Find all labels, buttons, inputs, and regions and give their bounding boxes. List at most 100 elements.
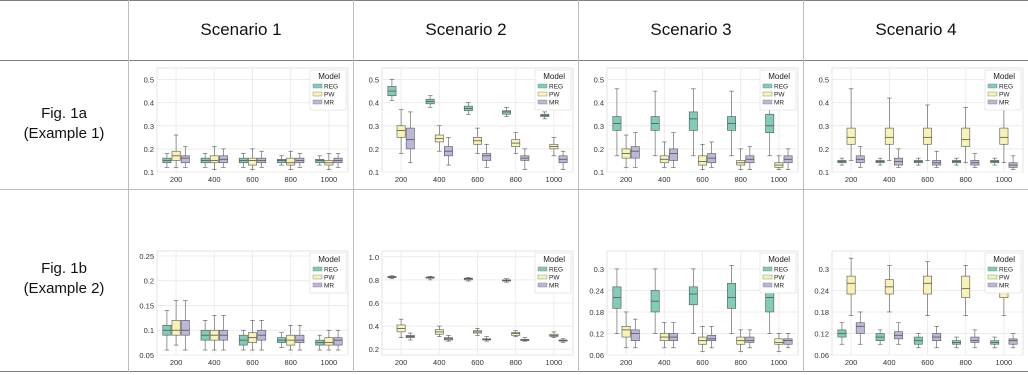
y-tick-label: 0.5 <box>369 76 379 85</box>
y-tick-label: 0.06 <box>589 351 604 360</box>
y-tick-label: 0.4 <box>369 322 379 331</box>
box-iqr <box>783 338 793 345</box>
legend-swatch <box>762 266 773 272</box>
box-pw-600 <box>923 261 932 316</box>
y-tick-label: 0.2 <box>144 277 154 286</box>
legend-label: MR <box>549 283 559 290</box>
y-tick-label: 0.3 <box>144 122 154 131</box>
box-mr-200 <box>180 300 190 351</box>
box-reg-600 <box>238 329 248 351</box>
x-tick-label: 400 <box>208 358 221 367</box>
box-mr-1000 <box>1008 155 1018 170</box>
box-iqr <box>846 275 856 295</box>
box-pw-800 <box>511 330 521 337</box>
x-tick-label: 400 <box>883 358 896 367</box>
y-tick-label: 0.4 <box>594 99 604 108</box>
col-divider <box>803 0 804 372</box>
box-pw-400 <box>434 125 444 152</box>
x-tick-label: 600 <box>696 358 709 367</box>
box-iqr <box>707 334 717 341</box>
legend-title: Model <box>993 255 1015 264</box>
box-reg-1000 <box>315 334 325 351</box>
y-tick-label: 0.5 <box>594 76 604 85</box>
y-tick-label: 0.3 <box>819 122 829 131</box>
box-reg-400 <box>200 153 210 168</box>
y-tick-label: 0.12 <box>814 329 829 338</box>
box-pw-800 <box>736 329 746 352</box>
box-pw-600 <box>698 143 707 170</box>
legend-label: PW <box>774 275 785 282</box>
box-mr-200 <box>180 146 190 168</box>
legend-title: Model <box>543 255 565 264</box>
box-reg-800 <box>502 106 511 117</box>
box-pw-400 <box>209 315 219 351</box>
x-tick-label: 800 <box>959 175 972 184</box>
box-reg-200 <box>612 268 622 334</box>
y-tick-label: 0.1 <box>369 168 379 177</box>
y-tick-label: 0.15 <box>139 301 154 310</box>
box-mr-400 <box>894 322 903 345</box>
box-iqr <box>248 157 257 166</box>
x-tick-label: 400 <box>658 175 671 184</box>
box-pw-400 <box>434 325 444 337</box>
x-tick-label: 1000 <box>996 175 1013 184</box>
box-mr-600 <box>707 326 717 349</box>
legend-title: Model <box>768 72 790 81</box>
box-pw-1000 <box>549 331 559 338</box>
box-reg-600 <box>238 153 248 168</box>
x-tick-label: 200 <box>845 358 858 367</box>
box-mr-600 <box>932 150 942 168</box>
box-reg-600 <box>463 102 473 115</box>
x-tick-label: 800 <box>734 175 747 184</box>
box-mr-1000 <box>333 153 343 168</box>
column-header-scenario-2: Scenario 2 <box>425 20 507 39</box>
x-tick-label: 200 <box>170 358 183 367</box>
y-tick-label: 0.5 <box>144 76 154 85</box>
box-pw-600 <box>248 320 257 351</box>
x-tick-label: 1000 <box>321 358 338 367</box>
box-iqr <box>180 320 190 336</box>
box-iqr <box>961 127 971 147</box>
box-reg-400 <box>425 95 435 108</box>
box-pw-400 <box>659 141 669 168</box>
col-divider <box>128 0 129 372</box>
legend-label: PW <box>324 275 335 282</box>
legend-title: Model <box>993 72 1015 81</box>
box-reg-800 <box>277 155 286 166</box>
x-tick-label: 200 <box>620 175 633 184</box>
box-reg-800 <box>277 332 286 348</box>
box-pw-800 <box>961 265 971 316</box>
box-iqr <box>630 329 640 341</box>
y-tick-label: 0.18 <box>589 308 604 317</box>
legend-swatch <box>762 83 773 89</box>
box-pw-400 <box>659 322 669 349</box>
x-tick-label: 800 <box>284 175 297 184</box>
box-pw-1000 <box>324 329 334 351</box>
boxplot-panel-fig1a-s4: 0.1 0.2 0.3 0.4 0.5 200 400 600 800 1000 Model REGP… <box>819 67 1024 184</box>
legend-label: PW <box>549 275 560 282</box>
x-tick-label: 1000 <box>546 358 563 367</box>
x-tick-label: 600 <box>471 175 484 184</box>
legend-swatch <box>987 99 998 105</box>
box-iqr <box>277 158 286 164</box>
legend-swatch <box>762 282 773 288</box>
box-pw-600 <box>698 326 707 352</box>
x-tick-label: 400 <box>658 358 671 367</box>
legend-swatch <box>312 91 323 97</box>
legend-label: PW <box>324 92 335 99</box>
bottom-rule <box>0 371 1028 372</box>
legend-label: REG <box>549 267 563 274</box>
row-subtitle: (Example 1) <box>23 125 105 142</box>
x-tick-label: 800 <box>284 358 297 367</box>
y-tick-label: 0.1 <box>819 168 829 177</box>
box-pw-1000 <box>774 333 784 352</box>
boxplot-panel-fig1a-s3: 0.1 0.2 0.3 0.4 0.5 200 400 600 800 1000 Model REGP… <box>594 67 799 184</box>
legend-swatch <box>762 274 773 280</box>
legend-swatch <box>762 91 773 97</box>
legend-swatch <box>312 99 323 105</box>
box-mr-200 <box>855 146 865 168</box>
boxplot-panel-fig1b-s2: 0.2 0.4 0.6 0.8 1.0 200 400 600 800 1000 Model REGP… <box>369 250 574 367</box>
legend-swatch <box>312 266 323 272</box>
box-pw-200 <box>846 257 856 316</box>
y-tick-label: 0.6 <box>369 299 379 308</box>
